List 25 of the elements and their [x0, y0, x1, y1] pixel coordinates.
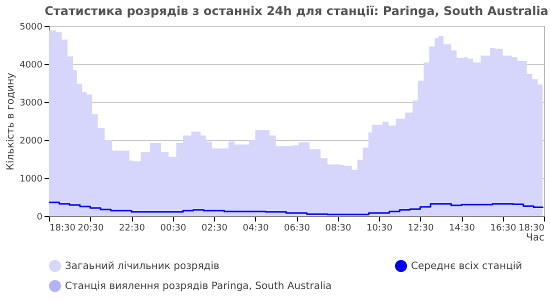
y-tick-label: 4000 — [20, 60, 43, 70]
x-tick-label: 12:30 — [408, 224, 434, 234]
y-tick-label: 1000 — [20, 174, 43, 184]
x-tick-label: 02:30 — [202, 224, 228, 234]
y-tick-label: 3000 — [20, 98, 43, 108]
chart-title: Статистика розрядів з останніх 24h для станції: Paringa, South Australia — [44, 4, 548, 18]
x-axis-title: Час — [526, 232, 544, 244]
x-tick-label: 22:30 — [119, 224, 146, 234]
x-tick-label: 18:30 — [518, 224, 545, 234]
x-tick-label: 10:30 — [366, 224, 393, 234]
x-tick-label: 04:30 — [242, 224, 269, 234]
x-tick-label: 14:30 — [449, 224, 476, 234]
x-tick-label: 16:30 — [490, 224, 516, 234]
y-axis-title: Кількість в годину — [6, 72, 17, 170]
y-tick-label: 2000 — [20, 136, 43, 146]
legend-label: Середнє всіх станцій — [411, 261, 522, 272]
x-tick-label: 20:30 — [78, 224, 104, 234]
legend-label: Загаьний лічильник розрядів — [65, 261, 220, 272]
x-tick-label: 18:30 — [50, 224, 76, 234]
y-tick-label: 5000 — [20, 22, 43, 32]
x-tick-label: 08:30 — [325, 224, 352, 234]
legend-label: Станція виялення розрядів Paringa, South Australia — [65, 281, 332, 292]
x-tick-label: 00:30 — [160, 224, 186, 234]
x-tick-label: 06:30 — [284, 224, 310, 234]
y-tick-label: 0 — [36, 212, 43, 222]
